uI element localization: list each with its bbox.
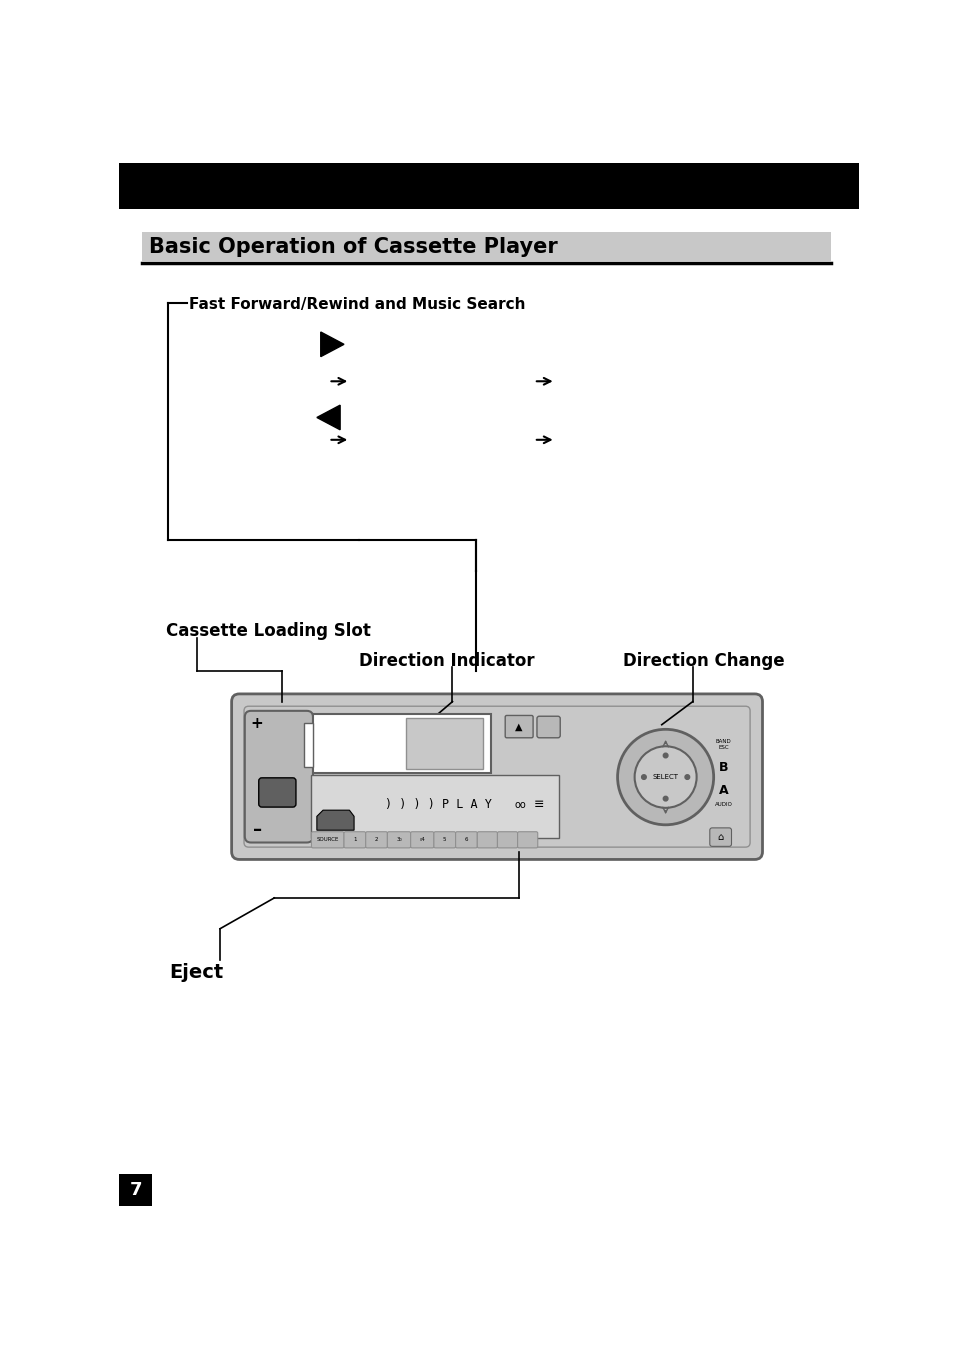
Text: 1: 1: [353, 837, 356, 843]
Text: ≡: ≡: [534, 798, 544, 812]
FancyBboxPatch shape: [344, 832, 365, 848]
Bar: [311, 775, 558, 837]
Text: AUDIO: AUDIO: [714, 802, 732, 806]
Bar: [142, 232, 830, 262]
Text: A: A: [719, 785, 728, 798]
Text: ) ) ) ) P L A Y: ) ) ) ) P L A Y: [385, 798, 492, 812]
Circle shape: [634, 747, 696, 808]
FancyBboxPatch shape: [387, 832, 410, 848]
Bar: [119, 1173, 152, 1206]
Text: B: B: [719, 762, 728, 774]
FancyBboxPatch shape: [232, 694, 761, 859]
FancyBboxPatch shape: [517, 832, 537, 848]
Bar: [303, 724, 313, 767]
Circle shape: [684, 775, 689, 779]
FancyBboxPatch shape: [505, 715, 533, 737]
Text: SELECT: SELECT: [652, 774, 678, 780]
Text: Cassette Loading Slot: Cassette Loading Slot: [166, 622, 370, 641]
Text: +: +: [251, 715, 263, 730]
Text: 6: 6: [464, 837, 468, 843]
Circle shape: [617, 729, 713, 825]
Polygon shape: [316, 810, 354, 831]
Polygon shape: [316, 405, 340, 430]
Text: Direction Indicator: Direction Indicator: [359, 652, 535, 669]
Circle shape: [662, 797, 667, 801]
Text: Eject: Eject: [170, 963, 224, 982]
Text: SOURCE: SOURCE: [316, 837, 338, 843]
Text: 2: 2: [375, 837, 378, 843]
Text: BAND
ESC: BAND ESC: [715, 740, 731, 751]
FancyBboxPatch shape: [709, 828, 731, 847]
Bar: [119, 163, 858, 209]
FancyBboxPatch shape: [365, 832, 387, 848]
FancyBboxPatch shape: [537, 717, 559, 737]
FancyBboxPatch shape: [476, 832, 497, 848]
FancyBboxPatch shape: [434, 832, 456, 848]
Text: 5: 5: [442, 837, 446, 843]
Bar: [406, 718, 483, 770]
FancyBboxPatch shape: [311, 832, 344, 848]
Text: 7: 7: [130, 1180, 142, 1199]
FancyBboxPatch shape: [497, 832, 517, 848]
FancyBboxPatch shape: [245, 711, 313, 843]
Text: ▲: ▲: [515, 722, 522, 732]
Text: ⌂: ⌂: [717, 832, 723, 841]
Text: Fast Forward/Rewind and Music Search: Fast Forward/Rewind and Music Search: [189, 297, 525, 313]
FancyBboxPatch shape: [244, 706, 749, 847]
Text: oo: oo: [514, 799, 525, 810]
Circle shape: [662, 753, 667, 757]
Text: ₀4: ₀4: [419, 837, 425, 843]
Text: Basic Operation of Cassette Player: Basic Operation of Cassette Player: [149, 237, 557, 256]
FancyBboxPatch shape: [258, 778, 295, 808]
Text: 3₀: 3₀: [395, 837, 401, 843]
Bar: [313, 714, 491, 774]
Text: Direction Change: Direction Change: [622, 652, 783, 669]
Text: –: –: [253, 821, 261, 839]
Circle shape: [641, 775, 645, 779]
FancyBboxPatch shape: [456, 832, 476, 848]
Polygon shape: [320, 332, 344, 356]
FancyBboxPatch shape: [410, 832, 434, 848]
